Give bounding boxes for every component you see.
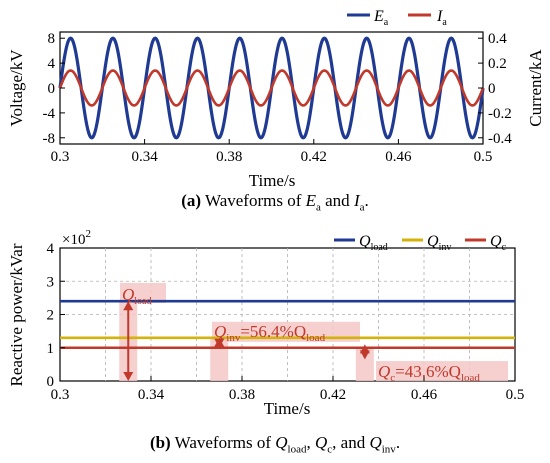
chart-b: 0.3 0.34 0.38 0.42 0.46 0.5 4 3 2 1 0 ×102 Reactiv…	[7, 228, 524, 418]
caption-a-label: (a)	[181, 191, 202, 210]
y-tick-label-right: -0.2	[488, 106, 512, 122]
chart-a-ticks-group: 0.3 0.34 0.38 0.42 0.46 0.5 8 4 0 -4 -8 0.4 0.2 0 -0.2…	[43, 31, 513, 165]
chart-a-series-group	[58, 36, 485, 140]
chart-a-ylabel-right: Current/kA	[526, 49, 545, 127]
y-tick-label-right: 0.4	[488, 31, 507, 47]
annotation-qload: Qload	[122, 285, 152, 307]
chart-b-annotations: Qload Qinv=56.4%Qload Qc=43.6%Qload	[122, 285, 480, 384]
x-tick-label: 0.46	[385, 149, 412, 165]
y-tick-label-right: 0	[488, 81, 496, 97]
chart-b-xlabel: Time/s	[264, 399, 311, 418]
caption-a: (a) Waveforms of Ea and Ia.	[181, 191, 369, 214]
y-tick-label-left: -8	[43, 131, 56, 147]
x-tick-label: 0.38	[216, 149, 242, 165]
x-tick-label: 0.42	[301, 149, 327, 165]
x-tick-label: 0.5	[474, 149, 493, 165]
chart-b-scale-label: ×102	[62, 228, 91, 248]
y-tick-label-right: -0.4	[488, 131, 512, 147]
series-line-ia	[58, 69, 485, 107]
qload-arrow-head-up	[123, 301, 134, 311]
caption-b: (b) Waveforms of Qload, Qc, and Qinv.	[149, 433, 401, 456]
chart-b-ticks-group: 0.3 0.34 0.38 0.42 0.46 0.5 4 3 2 1 0	[47, 241, 525, 403]
legend-label-qload: Qload	[359, 233, 388, 253]
y-tick-label-left: 0	[48, 81, 56, 97]
qinv-arrow-head-down	[214, 338, 225, 348]
x-tick-label: 0.34	[131, 149, 158, 165]
y-tick-label: 1	[47, 341, 55, 357]
caption-b-label: (b)	[149, 433, 171, 452]
x-tick-label: 0.3	[51, 387, 70, 403]
y-tick-label: 2	[47, 308, 55, 324]
x-tick-label: 0.38	[229, 387, 255, 403]
legend-label-ea: Ea	[373, 8, 389, 28]
chart-b-ylabel: Reactive power/kVar	[7, 243, 26, 386]
x-tick-label: 0.5	[506, 387, 525, 403]
chart-a-xlabel: Time/s	[249, 171, 296, 190]
chart-a-ylabel-left: Voltage/kV	[7, 49, 26, 127]
x-tick-label: 0.46	[411, 387, 438, 403]
x-tick-label: 0.42	[320, 387, 346, 403]
y-tick-label: 3	[47, 274, 55, 290]
y-tick-label-left: 4	[48, 56, 56, 72]
y-tick-label-left: 8	[48, 31, 56, 47]
y-tick-label: 4	[47, 241, 55, 257]
qc-arrow-band	[355, 347, 374, 381]
label-band-qc	[376, 361, 508, 382]
legend-label-qinv: Qinv	[427, 233, 451, 253]
annotation-qc: Qc=43.6%Qload	[378, 362, 480, 384]
y-tick-label: 0	[47, 374, 55, 390]
chart-b-legend: Qload Qinv Qc	[334, 233, 507, 253]
y-tick-label-left: -4	[43, 106, 56, 122]
legend-label-ia: Ia	[436, 8, 447, 28]
y-tick-label-right: 0.2	[488, 56, 507, 72]
qload-arrow-head-down	[123, 372, 134, 381]
chart-a-legend: Ea Ia	[347, 8, 447, 28]
x-tick-label: 0.3	[51, 149, 70, 165]
x-tick-label: 0.34	[138, 387, 165, 403]
label-band-qload	[120, 282, 166, 303]
qc-arrow-head-down	[359, 350, 370, 360]
annotation-qinv: Qinv=56.4%Qload	[214, 322, 326, 344]
chart-b-series-group	[60, 299, 515, 381]
chart-a: 0.3 0.34 0.38 0.42 0.46 0.5 8 4 0 -4 -8 0.4 0.2 0 -0.2…	[7, 8, 545, 190]
legend-label-qc: Qc	[490, 233, 507, 253]
